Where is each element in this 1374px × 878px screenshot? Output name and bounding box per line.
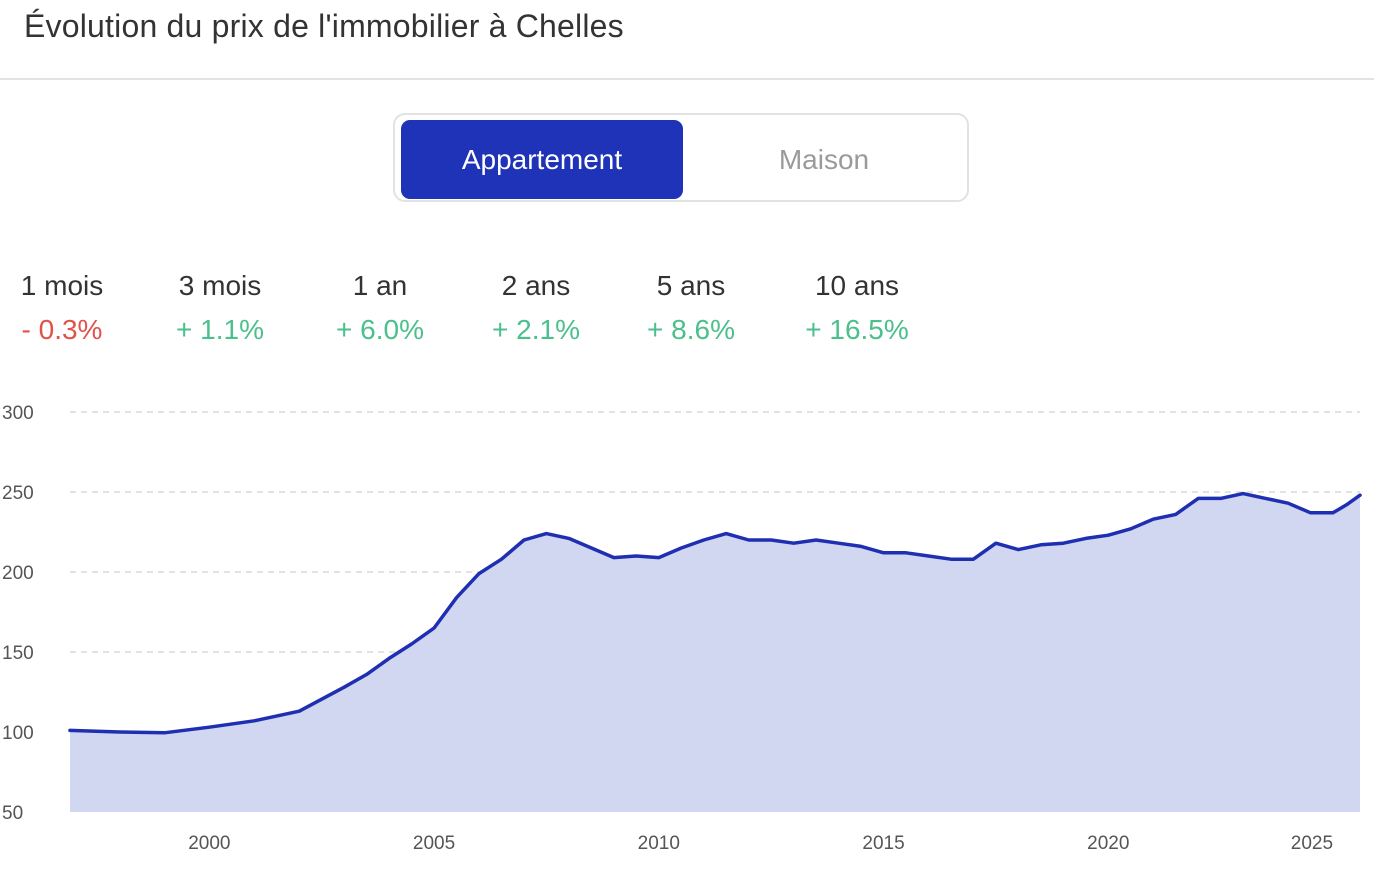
stat-3-mois: 3 mois + 1.1%	[160, 270, 280, 346]
stat-1-mois: 1 mois - 0.3%	[2, 270, 122, 346]
stat-period-label: 1 an	[352, 270, 408, 301]
x-tick-label: 2000	[188, 833, 230, 854]
stat-change-value: + 6.0%	[336, 314, 424, 345]
price-chart: 50 100 150 200 250 300 2000 2005 2010 2015 2020 202…	[2, 403, 1362, 854]
price-line	[68, 491, 1362, 735]
stat-1-an: 1 an + 6.0%	[320, 270, 440, 346]
x-tick-label: 2025	[1291, 833, 1333, 854]
x-tick-label: 2015	[862, 833, 904, 854]
stat-period-label: 2 ans	[501, 270, 571, 301]
y-tick-label: 200	[2, 563, 34, 584]
stat-change-value: + 2.1%	[492, 314, 580, 345]
stat-period-label: 5 ans	[656, 270, 726, 301]
y-tick-label: 100	[2, 723, 34, 744]
toggle-maison[interactable]: Maison	[778, 143, 870, 175]
x-tick-label: 2010	[638, 833, 680, 854]
header-divider	[0, 78, 1374, 80]
property-type-toggle: Appartement Maison	[393, 113, 969, 202]
stat-change-value: + 1.1%	[176, 314, 264, 345]
stat-change-value: + 16.5%	[805, 314, 909, 345]
stat-period-label: 1 mois	[20, 270, 104, 301]
y-tick-label: 50	[2, 803, 23, 824]
stat-2-ans: 2 ans + 2.1%	[476, 270, 596, 346]
stat-10-ans: 10 ans + 16.5%	[787, 270, 927, 346]
stat-period-label: 3 mois	[178, 270, 262, 301]
stat-change-value: - 0.3%	[21, 314, 103, 345]
x-tick-label: 2020	[1087, 833, 1129, 854]
toggle-appartement[interactable]: Appartement	[401, 120, 683, 199]
x-tick-label: 2005	[413, 833, 455, 854]
stat-change-value: + 8.6%	[647, 314, 735, 345]
price-area	[70, 493, 1360, 812]
y-tick-label: 150	[2, 643, 34, 664]
y-tick-label: 250	[2, 483, 34, 504]
stat-period-label: 10 ans	[814, 270, 900, 301]
stat-5-ans: 5 ans + 8.6%	[631, 270, 751, 346]
y-tick-label: 300	[2, 403, 34, 424]
page-title: Évolution du prix de l'immobilier à Chel…	[24, 8, 624, 44]
